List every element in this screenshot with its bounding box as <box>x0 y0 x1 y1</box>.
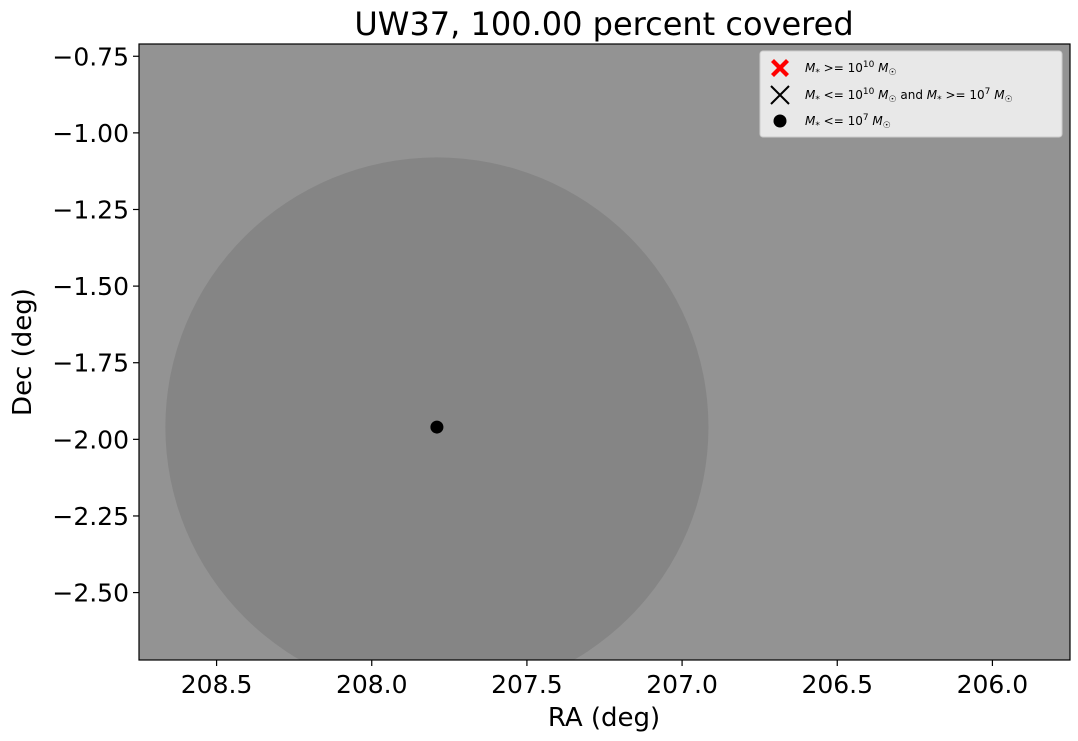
y-tick-label: −1.50 <box>52 272 129 301</box>
y-tick-label: −1.25 <box>52 195 129 224</box>
coverage-circle <box>165 157 709 660</box>
x-axis: 208.5 208.0 207.5 207.0 206.5 206.0 <box>181 660 1028 699</box>
x-tick-label: 207.5 <box>491 670 563 699</box>
legend-item-low-mass: M* <= 107 M☉ <box>773 113 891 131</box>
legend: M* >= 1010 M☉ M* <= 1010 M☉ and M* >= 10… <box>759 50 1063 138</box>
data-point <box>430 420 444 434</box>
x-axis-label: RA (deg) <box>548 703 660 733</box>
legend-label-high-mass: M* >= 1010 M☉ <box>805 60 897 78</box>
red-x-marker-icon <box>771 59 789 77</box>
legend-label-low-mass: M* <= 107 M☉ <box>805 113 891 131</box>
y-tick-label: −2.00 <box>52 425 129 454</box>
y-tick-label: −1.75 <box>52 349 129 378</box>
black-x-marker-icon <box>770 85 790 105</box>
x-tick-label: 207.0 <box>646 670 718 699</box>
y-tick-label: −2.50 <box>52 579 129 608</box>
y-tick-label: −2.25 <box>52 502 129 531</box>
x-tick-label: 206.5 <box>801 670 873 699</box>
x-tick-label: 206.0 <box>957 670 1029 699</box>
y-tick-label: −0.75 <box>52 42 129 71</box>
legend-box <box>759 50 1063 138</box>
y-axis-label: Dec (deg) <box>8 288 38 416</box>
x-tick-label: 208.5 <box>181 670 253 699</box>
legend-label-mid-mass: M* <= 1010 M☉ and M* >= 107 M☉ <box>805 87 1013 105</box>
legend-item-high-mass: M* >= 1010 M☉ <box>771 59 897 78</box>
y-tick-label: −1.00 <box>52 119 129 148</box>
legend-item-mid-mass: M* <= 1010 M☉ and M* >= 107 M☉ <box>770 85 1013 105</box>
plot-frame <box>138 43 1071 661</box>
x-tick-label: 208.0 <box>336 670 408 699</box>
black-dot-marker-icon <box>773 114 787 128</box>
y-axis: −0.75 −1.00 −1.25 −1.50 −1.75 −2.00 −2.25 −2.50 <box>52 42 139 608</box>
chart-title: UW37, 100.00 percent covered <box>354 5 853 43</box>
